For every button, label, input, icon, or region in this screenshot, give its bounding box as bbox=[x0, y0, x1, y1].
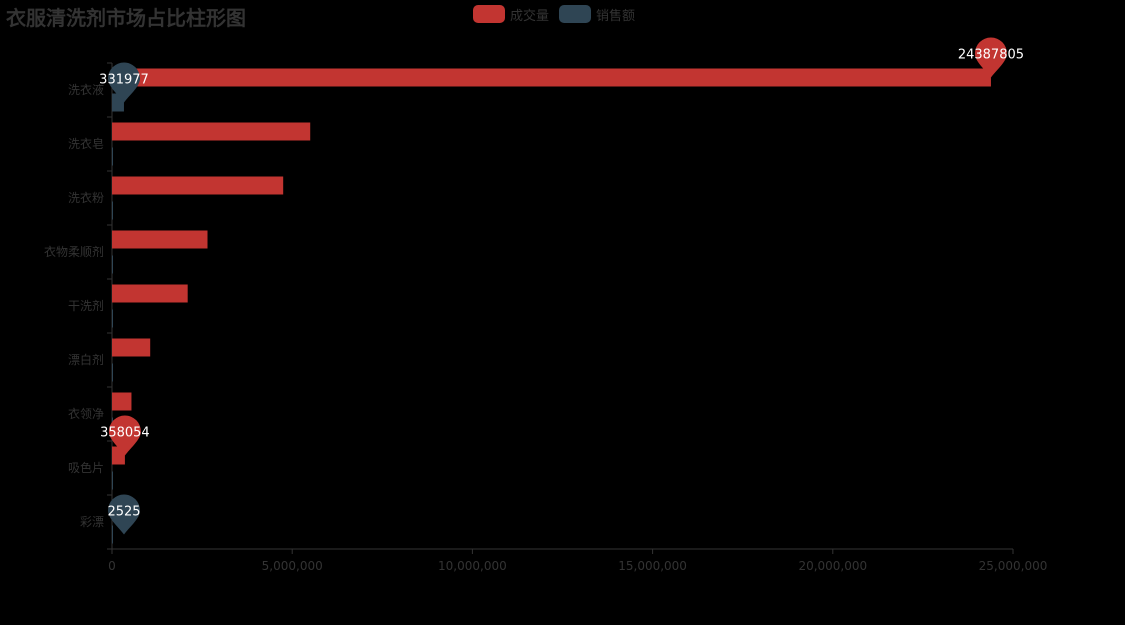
category-label: 洗衣皂 bbox=[68, 136, 104, 151]
bar-sales bbox=[112, 201, 113, 220]
bar-sales bbox=[112, 93, 124, 112]
x-tick-label: 20,000,000 bbox=[798, 559, 867, 573]
markpoint-label: 2525 bbox=[107, 505, 140, 520]
markpoint-pin bbox=[974, 37, 1007, 78]
bar-volume bbox=[112, 68, 991, 87]
x-tick-label: 25,000,000 bbox=[979, 559, 1048, 573]
bar-sales bbox=[112, 525, 113, 544]
category-label: 洗衣液 bbox=[68, 82, 104, 97]
bar-sales bbox=[112, 471, 113, 490]
bar-sales bbox=[112, 255, 113, 274]
legend-label-sales: 销售额 bbox=[596, 8, 636, 24]
legend-item-volume[interactable]: 成交量 bbox=[473, 5, 549, 24]
legend-item-sales[interactable]: 销售额 bbox=[559, 5, 635, 24]
markpoint-label: 24387805 bbox=[958, 48, 1024, 63]
category-label: 衣物柔顺剂 bbox=[44, 244, 104, 259]
bar-volume bbox=[112, 176, 284, 195]
chart-title: 衣服清洗剂市场占比柱形图 bbox=[6, 6, 246, 30]
category-label: 衣领净 bbox=[68, 406, 104, 421]
bar-volume bbox=[112, 338, 151, 357]
bar-volume bbox=[112, 122, 311, 141]
markpoint-label: 331977 bbox=[99, 73, 149, 88]
x-tick-label: 10,000,000 bbox=[438, 559, 507, 573]
x-tick-label: 5,000,000 bbox=[262, 559, 323, 573]
category-label: 洗衣粉 bbox=[68, 190, 104, 205]
bar-volume bbox=[112, 284, 188, 303]
bar-volume bbox=[112, 392, 132, 411]
x-tick-label: 15,000,000 bbox=[618, 559, 687, 573]
markpoint-pin bbox=[108, 494, 140, 535]
x-tick-label: 0 bbox=[108, 559, 116, 573]
markpoint-pin bbox=[108, 62, 140, 103]
category-label: 漂白剂 bbox=[68, 352, 104, 367]
category-label: 吸色片 bbox=[68, 461, 104, 475]
legend: 成交量 销售额 bbox=[473, 4, 635, 24]
bar-sales bbox=[112, 363, 113, 382]
legend-swatch-volume bbox=[473, 5, 505, 23]
legend-swatch-sales bbox=[559, 5, 592, 23]
bar-sales bbox=[112, 309, 113, 328]
category-label: 彩漂 bbox=[80, 515, 104, 529]
markpoint-pin bbox=[108, 415, 141, 456]
bar-volume bbox=[112, 230, 208, 249]
bar-sales bbox=[112, 147, 113, 166]
markpoint-label: 358054 bbox=[100, 426, 150, 441]
category-label: 干洗剂 bbox=[68, 298, 104, 313]
legend-label-volume: 成交量 bbox=[510, 8, 550, 24]
